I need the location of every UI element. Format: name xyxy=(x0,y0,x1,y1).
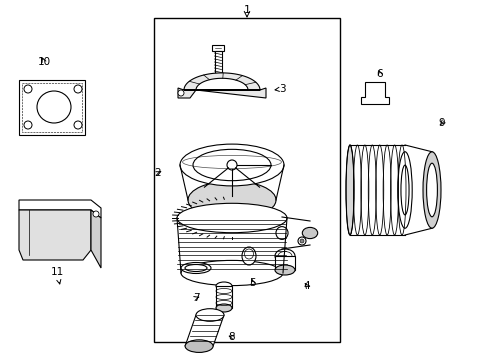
Polygon shape xyxy=(19,200,101,218)
Circle shape xyxy=(226,160,237,170)
Circle shape xyxy=(24,121,32,129)
Polygon shape xyxy=(91,210,101,268)
Bar xyxy=(19,80,85,135)
Text: 1: 1 xyxy=(243,5,250,15)
Text: 6: 6 xyxy=(376,69,383,79)
Text: 4: 4 xyxy=(303,281,310,291)
Ellipse shape xyxy=(302,228,317,239)
Circle shape xyxy=(74,121,82,129)
Bar xyxy=(154,18,339,342)
Ellipse shape xyxy=(37,91,71,123)
Bar xyxy=(214,51,221,73)
Ellipse shape xyxy=(180,144,284,186)
Ellipse shape xyxy=(184,265,206,271)
Text: 8: 8 xyxy=(228,332,235,342)
Text: 11: 11 xyxy=(50,267,63,284)
Bar xyxy=(216,286,231,308)
Ellipse shape xyxy=(177,203,286,233)
Circle shape xyxy=(93,211,99,217)
Ellipse shape xyxy=(274,249,294,263)
Polygon shape xyxy=(178,73,265,98)
Bar xyxy=(22,82,82,131)
Ellipse shape xyxy=(185,340,213,352)
Circle shape xyxy=(24,85,32,93)
Ellipse shape xyxy=(216,282,231,290)
Bar xyxy=(274,256,294,270)
Ellipse shape xyxy=(216,304,231,312)
Text: 10: 10 xyxy=(38,57,50,67)
Ellipse shape xyxy=(274,265,294,275)
Ellipse shape xyxy=(187,181,275,219)
Circle shape xyxy=(74,85,82,93)
Text: 2: 2 xyxy=(154,168,161,178)
Ellipse shape xyxy=(426,163,436,217)
Polygon shape xyxy=(360,82,388,104)
Text: 7: 7 xyxy=(192,293,199,303)
Ellipse shape xyxy=(346,145,353,235)
Ellipse shape xyxy=(242,247,256,265)
Ellipse shape xyxy=(400,165,408,215)
Ellipse shape xyxy=(181,260,283,285)
Ellipse shape xyxy=(397,152,411,228)
Text: 5: 5 xyxy=(249,278,256,288)
Circle shape xyxy=(299,239,304,243)
Ellipse shape xyxy=(422,152,440,228)
Polygon shape xyxy=(19,210,91,260)
Text: 3: 3 xyxy=(275,84,285,94)
Ellipse shape xyxy=(181,262,210,274)
Ellipse shape xyxy=(275,226,287,239)
Text: 9: 9 xyxy=(438,118,445,128)
Polygon shape xyxy=(185,315,224,346)
Bar xyxy=(212,45,224,51)
Circle shape xyxy=(297,237,305,245)
Circle shape xyxy=(178,90,183,96)
Ellipse shape xyxy=(196,309,224,321)
